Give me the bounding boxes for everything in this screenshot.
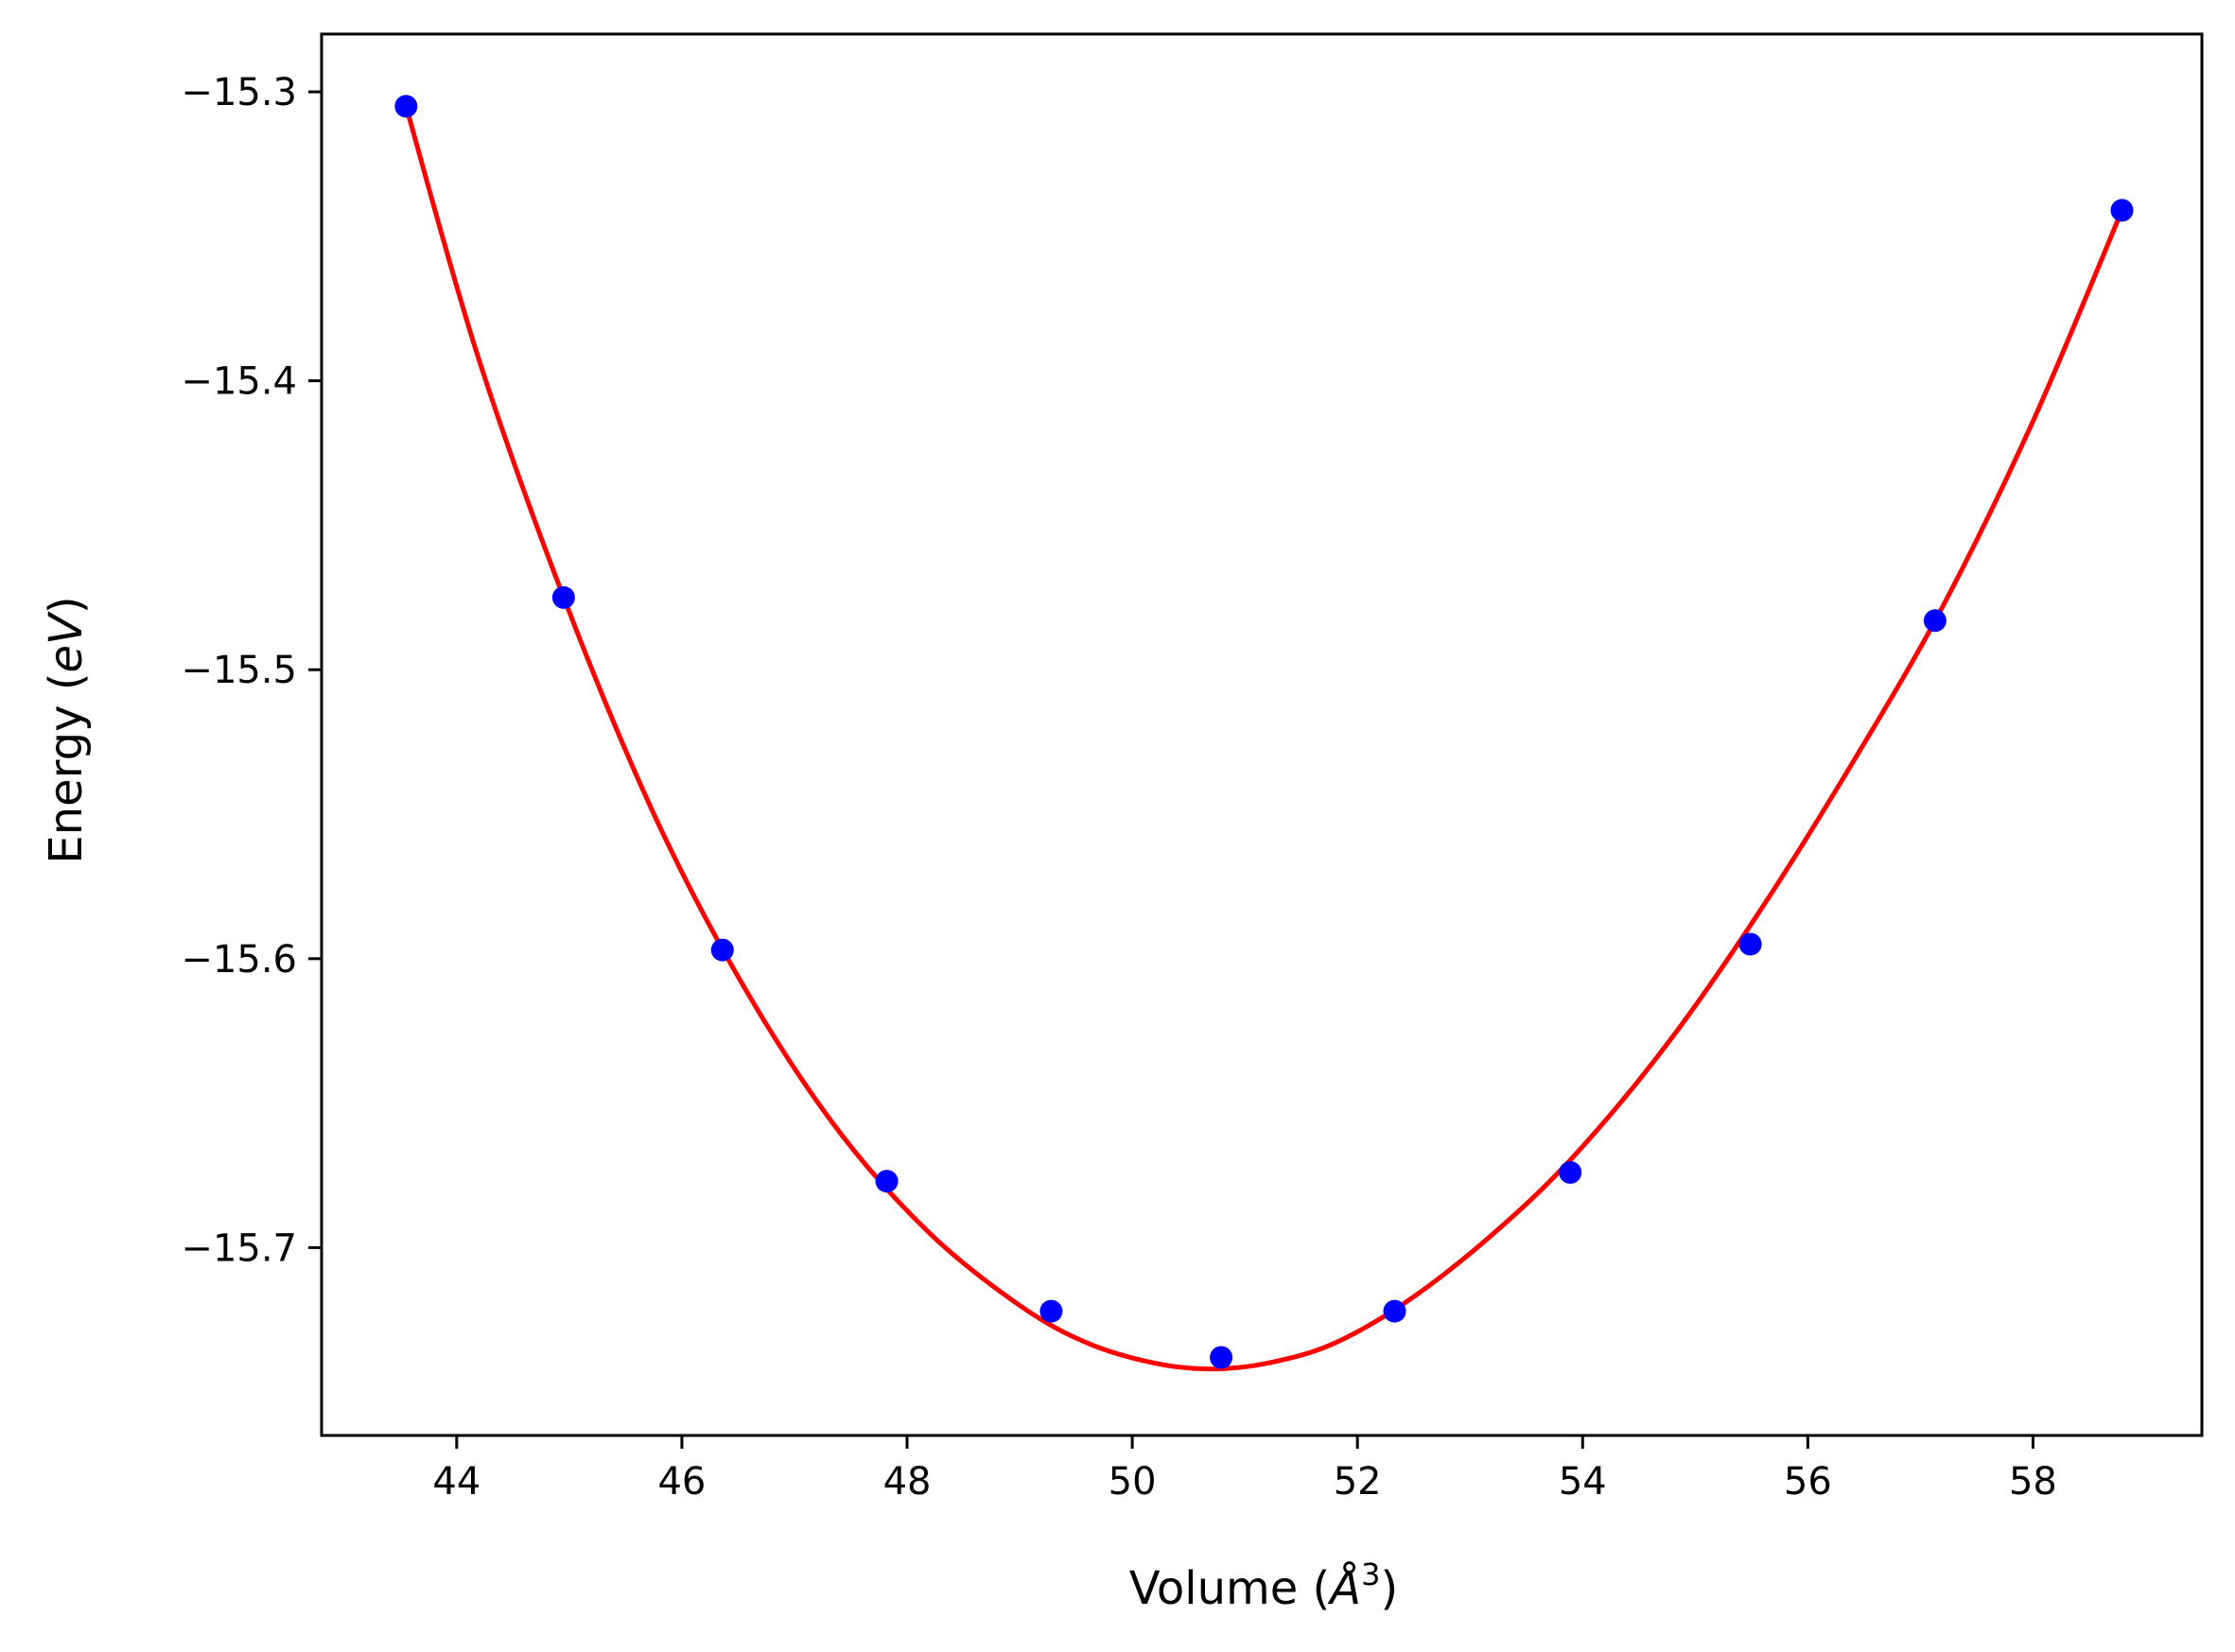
data-point	[1738, 932, 1762, 956]
data-point	[1383, 1299, 1406, 1323]
x-axis-label: Volume (Å3)	[1129, 1556, 1398, 1615]
x-axis-label-suffix: )	[1380, 1562, 1398, 1615]
x-axis-ticks: 44 46 48 50 52 54 56 58	[432, 1435, 2057, 1504]
plot-content	[394, 95, 2134, 1372]
y-axis-label-prefix: Energy (	[40, 673, 93, 864]
x-tick-label: 48	[883, 1460, 932, 1504]
x-axis-label-exponent: 3	[1361, 1556, 1380, 1592]
y-tick-label: −15.7	[181, 1226, 297, 1270]
data-point	[2110, 199, 2134, 222]
data-point	[1923, 609, 1947, 633]
x-tick-label: 56	[1784, 1460, 1832, 1504]
x-tick-label: 54	[1559, 1460, 1607, 1504]
data-point	[1039, 1299, 1063, 1323]
plot-frame	[320, 32, 2204, 1437]
data-points	[394, 95, 2134, 1369]
fit-curve-line	[403, 105, 2124, 1372]
y-tick-label: −15.5	[181, 649, 297, 692]
y-axis-ticks: −15.3 −15.4 −15.5 −15.6 −15.7	[181, 71, 322, 1270]
x-axis-label-symbol: Å	[1327, 1561, 1361, 1615]
x-tick-label: 46	[657, 1460, 706, 1504]
x-tick-label: 52	[1334, 1460, 1382, 1504]
y-tick-label: −15.6	[181, 938, 297, 982]
data-point	[875, 1170, 899, 1193]
data-point	[551, 585, 575, 609]
data-point	[1210, 1346, 1233, 1369]
x-tick-label: 50	[1109, 1460, 1157, 1504]
y-tick-label: −15.4	[181, 360, 297, 404]
x-tick-label: 44	[432, 1460, 480, 1504]
data-point	[1559, 1160, 1582, 1184]
y-tick-label: −15.3	[181, 71, 297, 114]
y-axis-label-symbol: eV	[40, 611, 93, 673]
x-axis-label-prefix: Volume (	[1129, 1562, 1331, 1615]
x-tick-label: 58	[2009, 1460, 2057, 1504]
y-axis-label: Energy (eV)	[40, 596, 93, 863]
y-axis-label-suffix: )	[40, 596, 93, 614]
data-point	[710, 938, 734, 962]
data-point	[394, 95, 418, 118]
